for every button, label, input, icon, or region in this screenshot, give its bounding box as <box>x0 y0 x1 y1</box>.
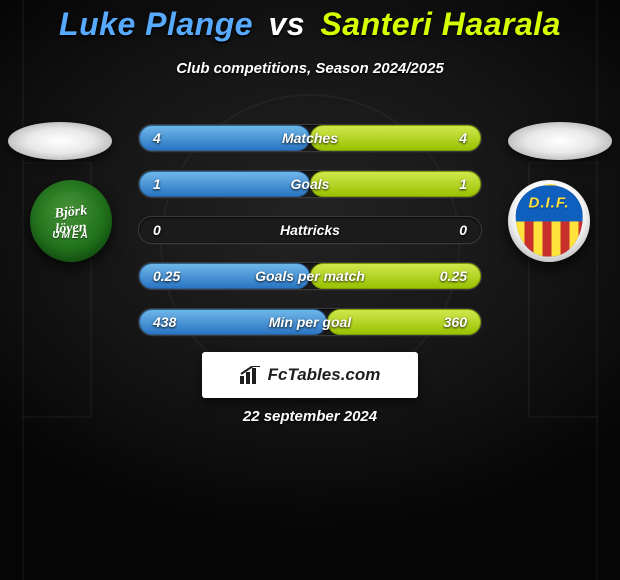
stat-row: 4Matches4 <box>138 124 482 152</box>
chart-icon <box>240 366 262 384</box>
stat-label: Goals <box>139 176 481 192</box>
stats-container: 4Matches4 1Goals1 0Hattricks0 0.25Goals per… <box>138 124 482 336</box>
stat-label: Matches <box>139 130 481 146</box>
stat-value-right: 1 <box>459 176 467 192</box>
stat-value-right: 0.25 <box>440 268 467 284</box>
player1-name: Luke Plange <box>59 6 253 42</box>
subtitle: Club competitions, Season 2024/2025 <box>0 60 620 77</box>
flag-right <box>508 122 612 160</box>
stat-label: Goals per match <box>139 268 481 284</box>
stat-value-right: 0 <box>459 222 467 238</box>
crest-left-line3: UMEÅ <box>41 230 101 241</box>
stat-value-right: 360 <box>444 314 467 330</box>
player2-name: Santeri Haarala <box>320 6 561 42</box>
watermark: FcTables.com <box>202 352 418 398</box>
stat-row: 1Goals1 <box>138 170 482 198</box>
club-crest-left: Björk löven UMEÅ <box>30 180 112 262</box>
vs-text: vs <box>268 6 305 42</box>
crest-right-text: D.I.F. <box>516 194 583 211</box>
stat-label: Hattricks <box>139 222 481 238</box>
comparison-card: Luke Plange vs Santeri Haarala Club comp… <box>0 0 620 580</box>
stat-row: 0.25Goals per match0.25 <box>138 262 482 290</box>
watermark-text: FcTables.com <box>268 365 381 385</box>
stat-row: 0Hattricks0 <box>138 216 482 244</box>
date-text: 22 september 2024 <box>0 408 620 425</box>
stat-label: Min per goal <box>139 314 481 330</box>
club-crest-right: ★ D.I.F. <box>508 180 590 262</box>
page-title: Luke Plange vs Santeri Haarala <box>0 6 620 43</box>
stat-value-right: 4 <box>459 130 467 146</box>
flag-left <box>8 122 112 160</box>
stat-row: 438Min per goal360 <box>138 308 482 336</box>
